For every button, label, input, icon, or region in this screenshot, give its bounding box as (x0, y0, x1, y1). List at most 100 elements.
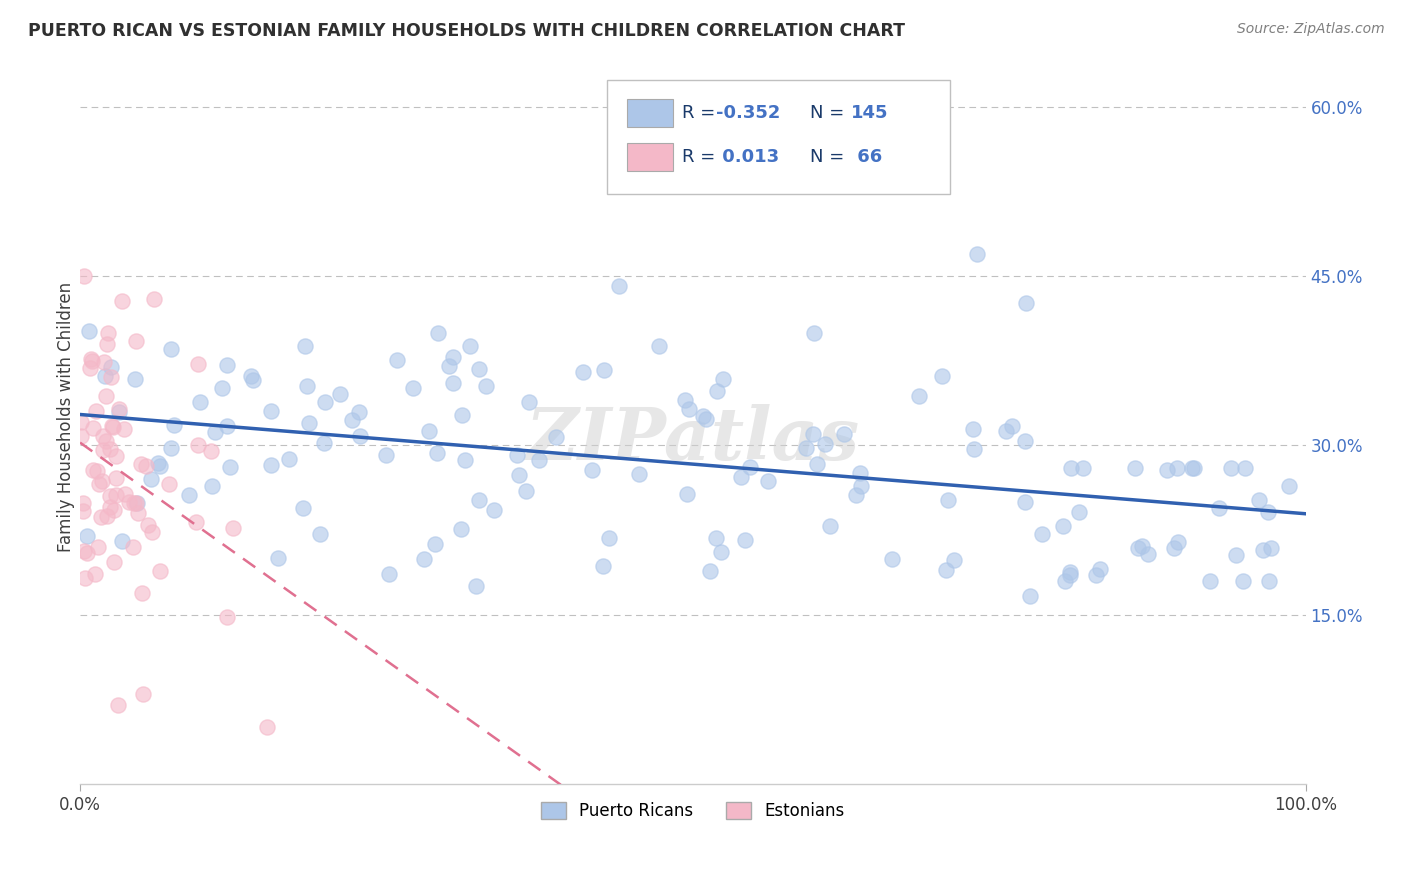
Point (963, 442, 986, 456)
Point (215, 610, 238, 624)
Point (711, 372, 734, 386)
Point (204, 425, 226, 440)
Point (221, 520, 243, 534)
Point (298, 416, 321, 430)
Point (125, 334, 148, 348)
Point (82, 463, 104, 477)
Point (73, 543, 96, 558)
Point (73, 571, 96, 585)
Point (673, 392, 696, 407)
Point (101, 419, 124, 434)
Point (1234, 461, 1257, 475)
Point (598, 531, 620, 545)
Point (1278, 479, 1301, 493)
Point (82, 421, 104, 435)
Point (695, 412, 717, 426)
Point (676, 487, 699, 501)
Point (966, 246, 988, 260)
Point (1182, 461, 1205, 475)
Point (1225, 548, 1247, 562)
Point (678, 402, 700, 417)
Point (851, 478, 873, 492)
Point (427, 326, 450, 340)
Point (240, 369, 263, 384)
Point (90, 510, 112, 524)
Point (1084, 568, 1107, 582)
Point (159, 442, 181, 456)
Point (437, 359, 460, 374)
Text: R =: R = (682, 148, 721, 166)
Point (880, 552, 903, 566)
Point (125, 496, 148, 510)
Point (730, 470, 752, 484)
Point (592, 559, 614, 574)
Point (418, 424, 440, 438)
Point (77, 324, 100, 338)
Point (849, 467, 872, 481)
Point (943, 552, 966, 566)
Point (211, 380, 233, 394)
Point (187, 437, 209, 451)
Point (200, 443, 222, 458)
Point (1208, 501, 1230, 516)
Point (107, 404, 129, 418)
Point (86, 464, 108, 478)
Point (76, 528, 98, 542)
Point (845, 488, 868, 502)
Point (72, 495, 94, 509)
Point (706, 384, 728, 399)
Point (242, 373, 264, 387)
Point (98, 500, 121, 514)
Point (79, 360, 101, 375)
Point (1001, 419, 1024, 434)
Point (103, 502, 125, 516)
Point (474, 378, 496, 392)
Point (218, 459, 240, 474)
Point (96, 389, 118, 403)
Point (1163, 541, 1185, 555)
Point (515, 483, 537, 498)
Point (107, 698, 129, 712)
Point (962, 422, 984, 436)
Point (98, 490, 121, 504)
Point (187, 357, 209, 371)
Point (141, 472, 163, 486)
Point (1071, 461, 1094, 475)
Point (813, 436, 835, 450)
Point (100, 359, 122, 374)
Point (136, 518, 159, 533)
Point (506, 448, 529, 462)
Point (94, 369, 117, 384)
Point (803, 326, 825, 340)
Point (1198, 574, 1220, 588)
Point (114, 487, 136, 501)
Text: N =: N = (810, 148, 851, 166)
Point (1257, 574, 1279, 588)
Point (157, 477, 180, 491)
Point (1257, 504, 1279, 518)
Point (131, 585, 153, 599)
Point (794, 442, 817, 456)
Y-axis label: Family Households with Children: Family Households with Children (58, 282, 75, 552)
Point (103, 555, 125, 569)
Point (385, 353, 408, 368)
Point (312, 436, 335, 450)
Point (186, 516, 208, 530)
Point (1019, 589, 1042, 603)
Point (260, 458, 283, 473)
Point (149, 458, 172, 473)
Point (935, 563, 957, 577)
Point (1053, 574, 1076, 588)
Point (1059, 567, 1081, 582)
Point (84, 567, 107, 582)
Point (467, 493, 489, 508)
Point (609, 278, 631, 293)
Point (93, 354, 115, 368)
Point (177, 488, 200, 502)
Point (1031, 526, 1053, 541)
Point (87, 477, 110, 491)
Point (374, 448, 396, 462)
Point (105, 488, 128, 502)
Point (291, 500, 314, 515)
Point (256, 720, 278, 734)
